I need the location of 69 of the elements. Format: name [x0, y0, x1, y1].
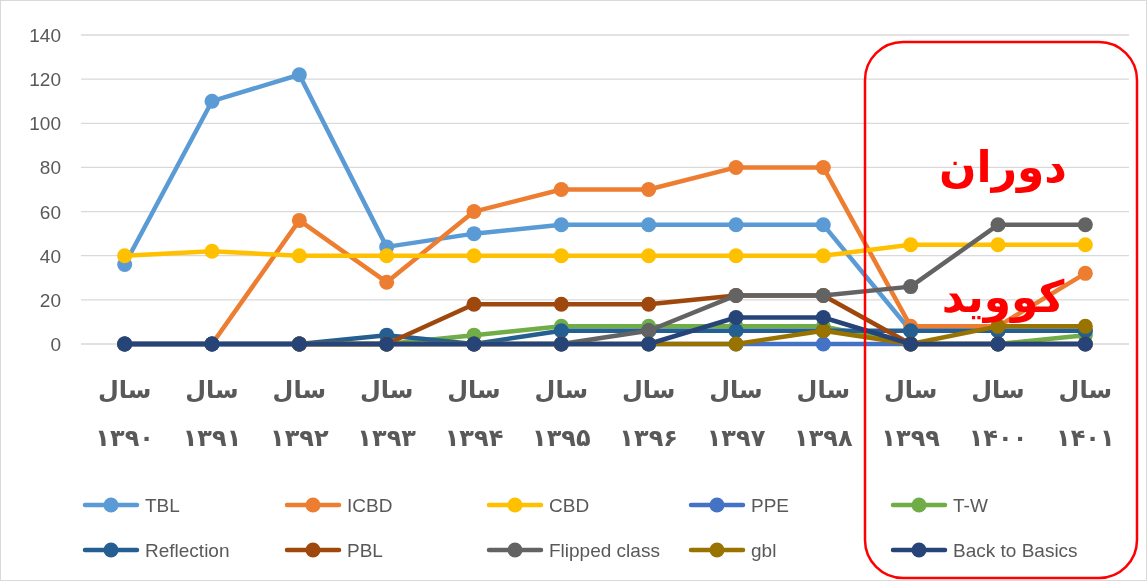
y-tick-label: 40: [39, 245, 61, 267]
point: [641, 217, 657, 233]
point: [379, 248, 395, 264]
point: [204, 243, 220, 259]
point: [990, 237, 1006, 253]
point: [553, 248, 569, 264]
annotation: دوران: [939, 141, 1067, 193]
point: [1077, 237, 1093, 253]
legend-label: gbl: [751, 540, 777, 561]
point: [204, 93, 220, 109]
y-tick-label: 120: [29, 69, 61, 91]
y-tick-label: 60: [39, 201, 61, 223]
point: [641, 182, 657, 197]
point: [815, 159, 831, 175]
y-tick-label: 0: [50, 334, 61, 355]
point: [815, 217, 831, 233]
point: [466, 296, 482, 312]
legend-label: PBL: [347, 540, 383, 561]
point: [815, 248, 831, 264]
point: [553, 217, 569, 233]
point: [466, 226, 482, 242]
x-tick-label: سال ۱۳۹۷: [706, 376, 766, 452]
point: [466, 248, 482, 264]
point: [815, 336, 831, 352]
point: [903, 279, 919, 295]
legend-label: T-W: [953, 495, 988, 516]
x-tick-label: سال ۱۳۹۲: [270, 376, 329, 452]
legend-label: CBD: [549, 495, 590, 516]
legend-label: ICBD: [347, 495, 393, 516]
x-tick-label: سال ۱۴۰۰: [968, 376, 1028, 452]
x-tick-label: سال ۱۳۹۳: [357, 376, 417, 452]
point: [990, 217, 1006, 233]
x-tick-label: سال ۱۳۹۸: [794, 376, 853, 452]
point: [728, 217, 744, 233]
point: [728, 159, 744, 175]
point: [1077, 217, 1093, 233]
point: [379, 274, 395, 290]
legend-label: Back to Basics: [953, 540, 1078, 561]
point: [553, 182, 569, 197]
x-tick-label: سال ۱۳۹۵: [532, 376, 591, 452]
point: [728, 248, 744, 264]
x-tick-label: سال ۱۳۹۴: [444, 376, 504, 452]
legend-label: TBL: [145, 495, 180, 516]
y-tick-label: 20: [39, 289, 61, 311]
legend-label: Reflection: [145, 540, 230, 561]
x-tick-label: سال ۱۳۹۶: [619, 376, 678, 452]
point: [117, 248, 133, 264]
point: [1077, 318, 1093, 334]
point: [466, 204, 482, 220]
point: [641, 248, 657, 264]
point: [553, 323, 569, 339]
point: [291, 67, 307, 83]
y-tick-label: 140: [29, 25, 61, 46]
point: [728, 310, 744, 326]
point: [1077, 265, 1093, 281]
x-tick-label: سال ۱۳۹۹: [881, 376, 941, 452]
legend-label: PPE: [751, 495, 790, 516]
point: [291, 248, 307, 264]
point: [553, 296, 569, 312]
point: [903, 237, 919, 253]
x-tick-label: سال ۱۴۰۱: [1056, 376, 1115, 452]
point: [291, 212, 307, 228]
x-tick-label: سال ۱۳۹۰: [95, 376, 154, 452]
point: [641, 296, 657, 312]
y-tick-label: 100: [29, 113, 61, 135]
point: [815, 310, 831, 326]
y-tick-label: 80: [39, 157, 61, 179]
legend-label: Flipped class: [549, 540, 660, 561]
x-tick-label: سال ۱۳۹۱: [182, 376, 242, 452]
